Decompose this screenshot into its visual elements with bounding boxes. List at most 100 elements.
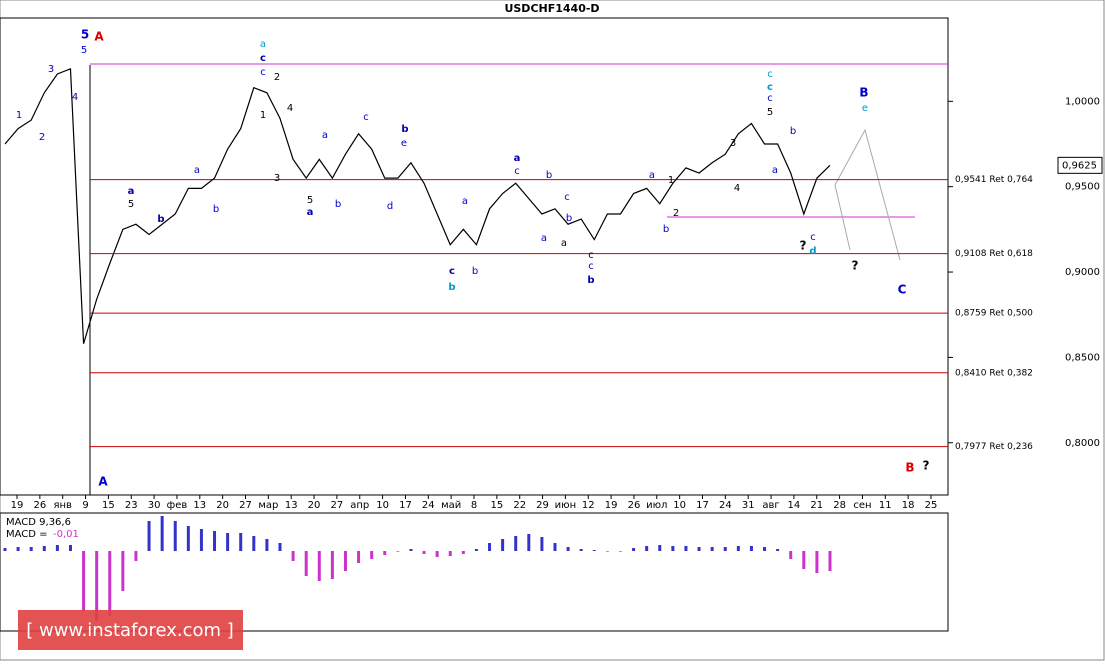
macd-bar [566, 547, 570, 551]
macd-bar [789, 551, 793, 559]
macd-bar [815, 551, 819, 573]
wave-label: A [94, 30, 104, 44]
forecast [834, 128, 901, 261]
wave-label: a [128, 186, 135, 197]
macd-bar [330, 551, 334, 579]
macd-bar [82, 551, 86, 611]
price-box [1057, 156, 1103, 174]
wave-label: 4 [734, 183, 740, 194]
macd-value-label: MACD = [6, 529, 48, 540]
x-tick-label: 25 [925, 500, 938, 511]
macd-bar [147, 521, 151, 551]
macd-bar [749, 546, 753, 551]
retracement-label: 0,8759 Ret 0,500 [955, 309, 1033, 319]
x-tick-label: 13 [193, 500, 206, 511]
macd-bar [592, 550, 596, 551]
wave-label: 2 [274, 72, 280, 83]
wave-label: 5 [128, 199, 134, 210]
macd-bar [16, 547, 20, 551]
wave-label: 3 [274, 173, 280, 184]
x-tick-label: 27 [239, 500, 252, 511]
y-tick-label: 1,0000 [1065, 96, 1100, 107]
x-tick-label: мар [258, 500, 278, 511]
macd-bar [632, 548, 636, 551]
wave-label: a [561, 238, 567, 249]
x-tick-label: 26 [33, 500, 46, 511]
x-tick-label: 15 [490, 500, 503, 511]
macd-bar [357, 551, 361, 563]
macd-bar [317, 551, 321, 581]
wave-label: a [541, 233, 547, 244]
x-tick-label: 15 [102, 500, 115, 511]
wave-label: b [157, 214, 164, 225]
macd-bar [658, 545, 662, 551]
wave-label: 5 [81, 45, 87, 56]
macd-bar [605, 551, 609, 552]
wave-label: B [905, 461, 914, 475]
macd-bar [736, 546, 740, 551]
x-tick-label: 22 [513, 500, 526, 511]
macd-bar [173, 521, 177, 551]
macd-bar [723, 547, 727, 551]
wave-label: c [449, 266, 455, 277]
wave-label: c [810, 232, 816, 243]
wave-label: 5 [307, 195, 313, 206]
retracement-label: 0,9541 Ret 0,764 [955, 175, 1033, 185]
x-tick-label: 30 [148, 500, 161, 511]
macd-bar [186, 526, 190, 551]
macd-bar [474, 549, 478, 551]
wave-label: b [401, 124, 408, 135]
x-tick-label: 17 [399, 500, 412, 511]
macd-bar [828, 551, 832, 571]
x-tick-label: 10 [673, 500, 686, 511]
forecast [834, 184, 851, 251]
wave-label: C [898, 283, 907, 297]
macd-bar [121, 551, 125, 591]
watermark: [ www.instaforex.com ] [18, 610, 243, 650]
wave-label: d [809, 246, 816, 257]
wave-label: c [588, 250, 594, 261]
macd-bar [278, 543, 282, 551]
wave-label: 4 [287, 103, 293, 114]
macd-bar [645, 546, 649, 551]
macd-bar [55, 545, 59, 551]
x-tick-label: сен [853, 500, 871, 511]
macd-bar [265, 539, 269, 551]
wave-label: c [363, 112, 369, 123]
macd-bar [108, 551, 112, 616]
wave-label: a [514, 153, 521, 164]
macd-bar [160, 516, 164, 551]
retracement-label: 0,7977 Ret 0,236 [955, 442, 1033, 452]
wave-label: 4 [72, 92, 78, 103]
x-tick-label: 12 [582, 500, 595, 511]
watermark-box [18, 610, 243, 650]
macd-value: -0,01 [53, 529, 79, 540]
macd-bar [461, 551, 465, 554]
wave-label: 3 [730, 138, 736, 149]
x-tick-label: янв [53, 500, 72, 511]
wave-label: c [514, 166, 520, 177]
wave-label: b [587, 275, 594, 286]
macd-bar [776, 549, 780, 551]
macd-bar [618, 551, 622, 552]
wave-label: 1 [260, 110, 266, 121]
macd-bar [540, 537, 544, 551]
y-tick-label: 0,8500 [1065, 352, 1100, 363]
macd-bar [710, 547, 714, 551]
wave-label: ? [852, 259, 859, 273]
wave-label: b [472, 266, 478, 277]
macd-bar [343, 551, 347, 571]
wave-label: c [767, 82, 773, 93]
wave-label: b [663, 224, 669, 235]
x-tick-label: 18 [902, 500, 915, 511]
x-tick-label: 27 [331, 500, 344, 511]
wave-label: 1 [668, 175, 674, 186]
x-tick-label: 8 [471, 500, 477, 511]
wave-label: ? [923, 459, 930, 473]
x-tick-label: 20 [216, 500, 229, 511]
x-tick-label: фев [167, 500, 188, 511]
macd-label: MACD 9,36,6 [6, 517, 71, 528]
macd-bar [291, 551, 295, 561]
macd-bar [527, 534, 531, 551]
